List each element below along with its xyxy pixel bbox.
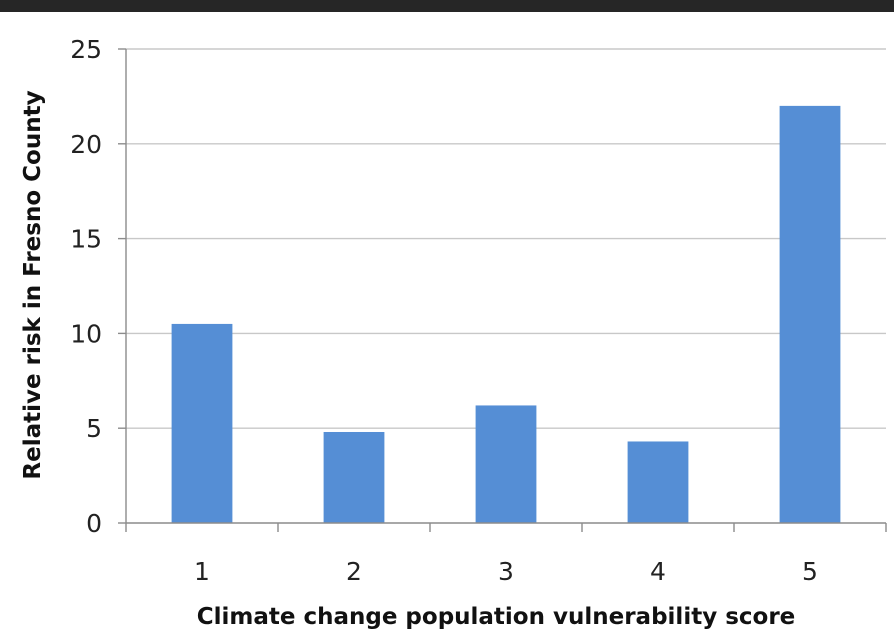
bar-2	[323, 431, 385, 523]
y-tick-label: 5	[86, 414, 102, 443]
x-tick-label: 3	[498, 557, 514, 586]
y-tick-label: 10	[70, 319, 102, 348]
y-tick-label: 20	[70, 130, 102, 159]
bar-5	[779, 105, 841, 523]
top-dark-strip	[0, 0, 894, 12]
y-axis-title: Relative risk in Fresno County	[20, 90, 46, 479]
x-tick-labels: 1 2 3 4 5	[194, 557, 818, 586]
y-tick-label: 0	[86, 509, 102, 538]
axes	[118, 48, 887, 532]
x-axis-title: Climate change population vulnerability …	[197, 604, 796, 630]
bar-3	[475, 405, 537, 523]
bars	[171, 105, 841, 523]
y-tick-labels: 0 5 10 15 20 25	[70, 35, 102, 538]
y-tick-label: 15	[70, 225, 102, 254]
y-tick-label: 25	[70, 35, 102, 64]
x-tick-label: 4	[650, 557, 666, 586]
x-tick-label: 5	[802, 557, 818, 586]
x-tick-label: 2	[346, 557, 362, 586]
x-tick-label: 1	[194, 557, 210, 586]
bar-4	[627, 441, 689, 523]
bar-1	[171, 323, 233, 523]
gridlines	[126, 48, 886, 429]
